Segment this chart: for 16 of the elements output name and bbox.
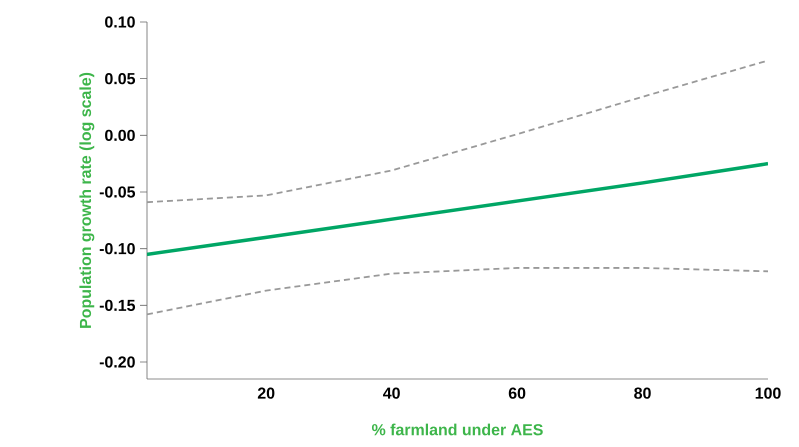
y-tick-label: 0.05 (105, 73, 136, 84)
y-tick-label: -0.10 (100, 243, 135, 254)
x-tick-label: 20 (258, 388, 274, 399)
line-series (147, 267, 768, 316)
y-tick-label: -0.20 (100, 356, 135, 368)
line-series (147, 162, 768, 256)
x-tick-label: 100 (756, 388, 781, 399)
x-tick-label: 40 (383, 388, 400, 399)
y-tick-label: -0.05 (100, 186, 136, 198)
x-axis-title: % farmland under AES (372, 424, 543, 436)
x-tick-label: 60 (508, 388, 526, 399)
y-tick-label: -0.15 (100, 300, 136, 311)
y-tick-label: 0.00 (105, 130, 135, 141)
x-tick-label: 80 (634, 388, 651, 399)
y-axis-title: Population growth rate (log scale) (79, 72, 94, 328)
y-tick-label: 0.10 (105, 16, 135, 28)
